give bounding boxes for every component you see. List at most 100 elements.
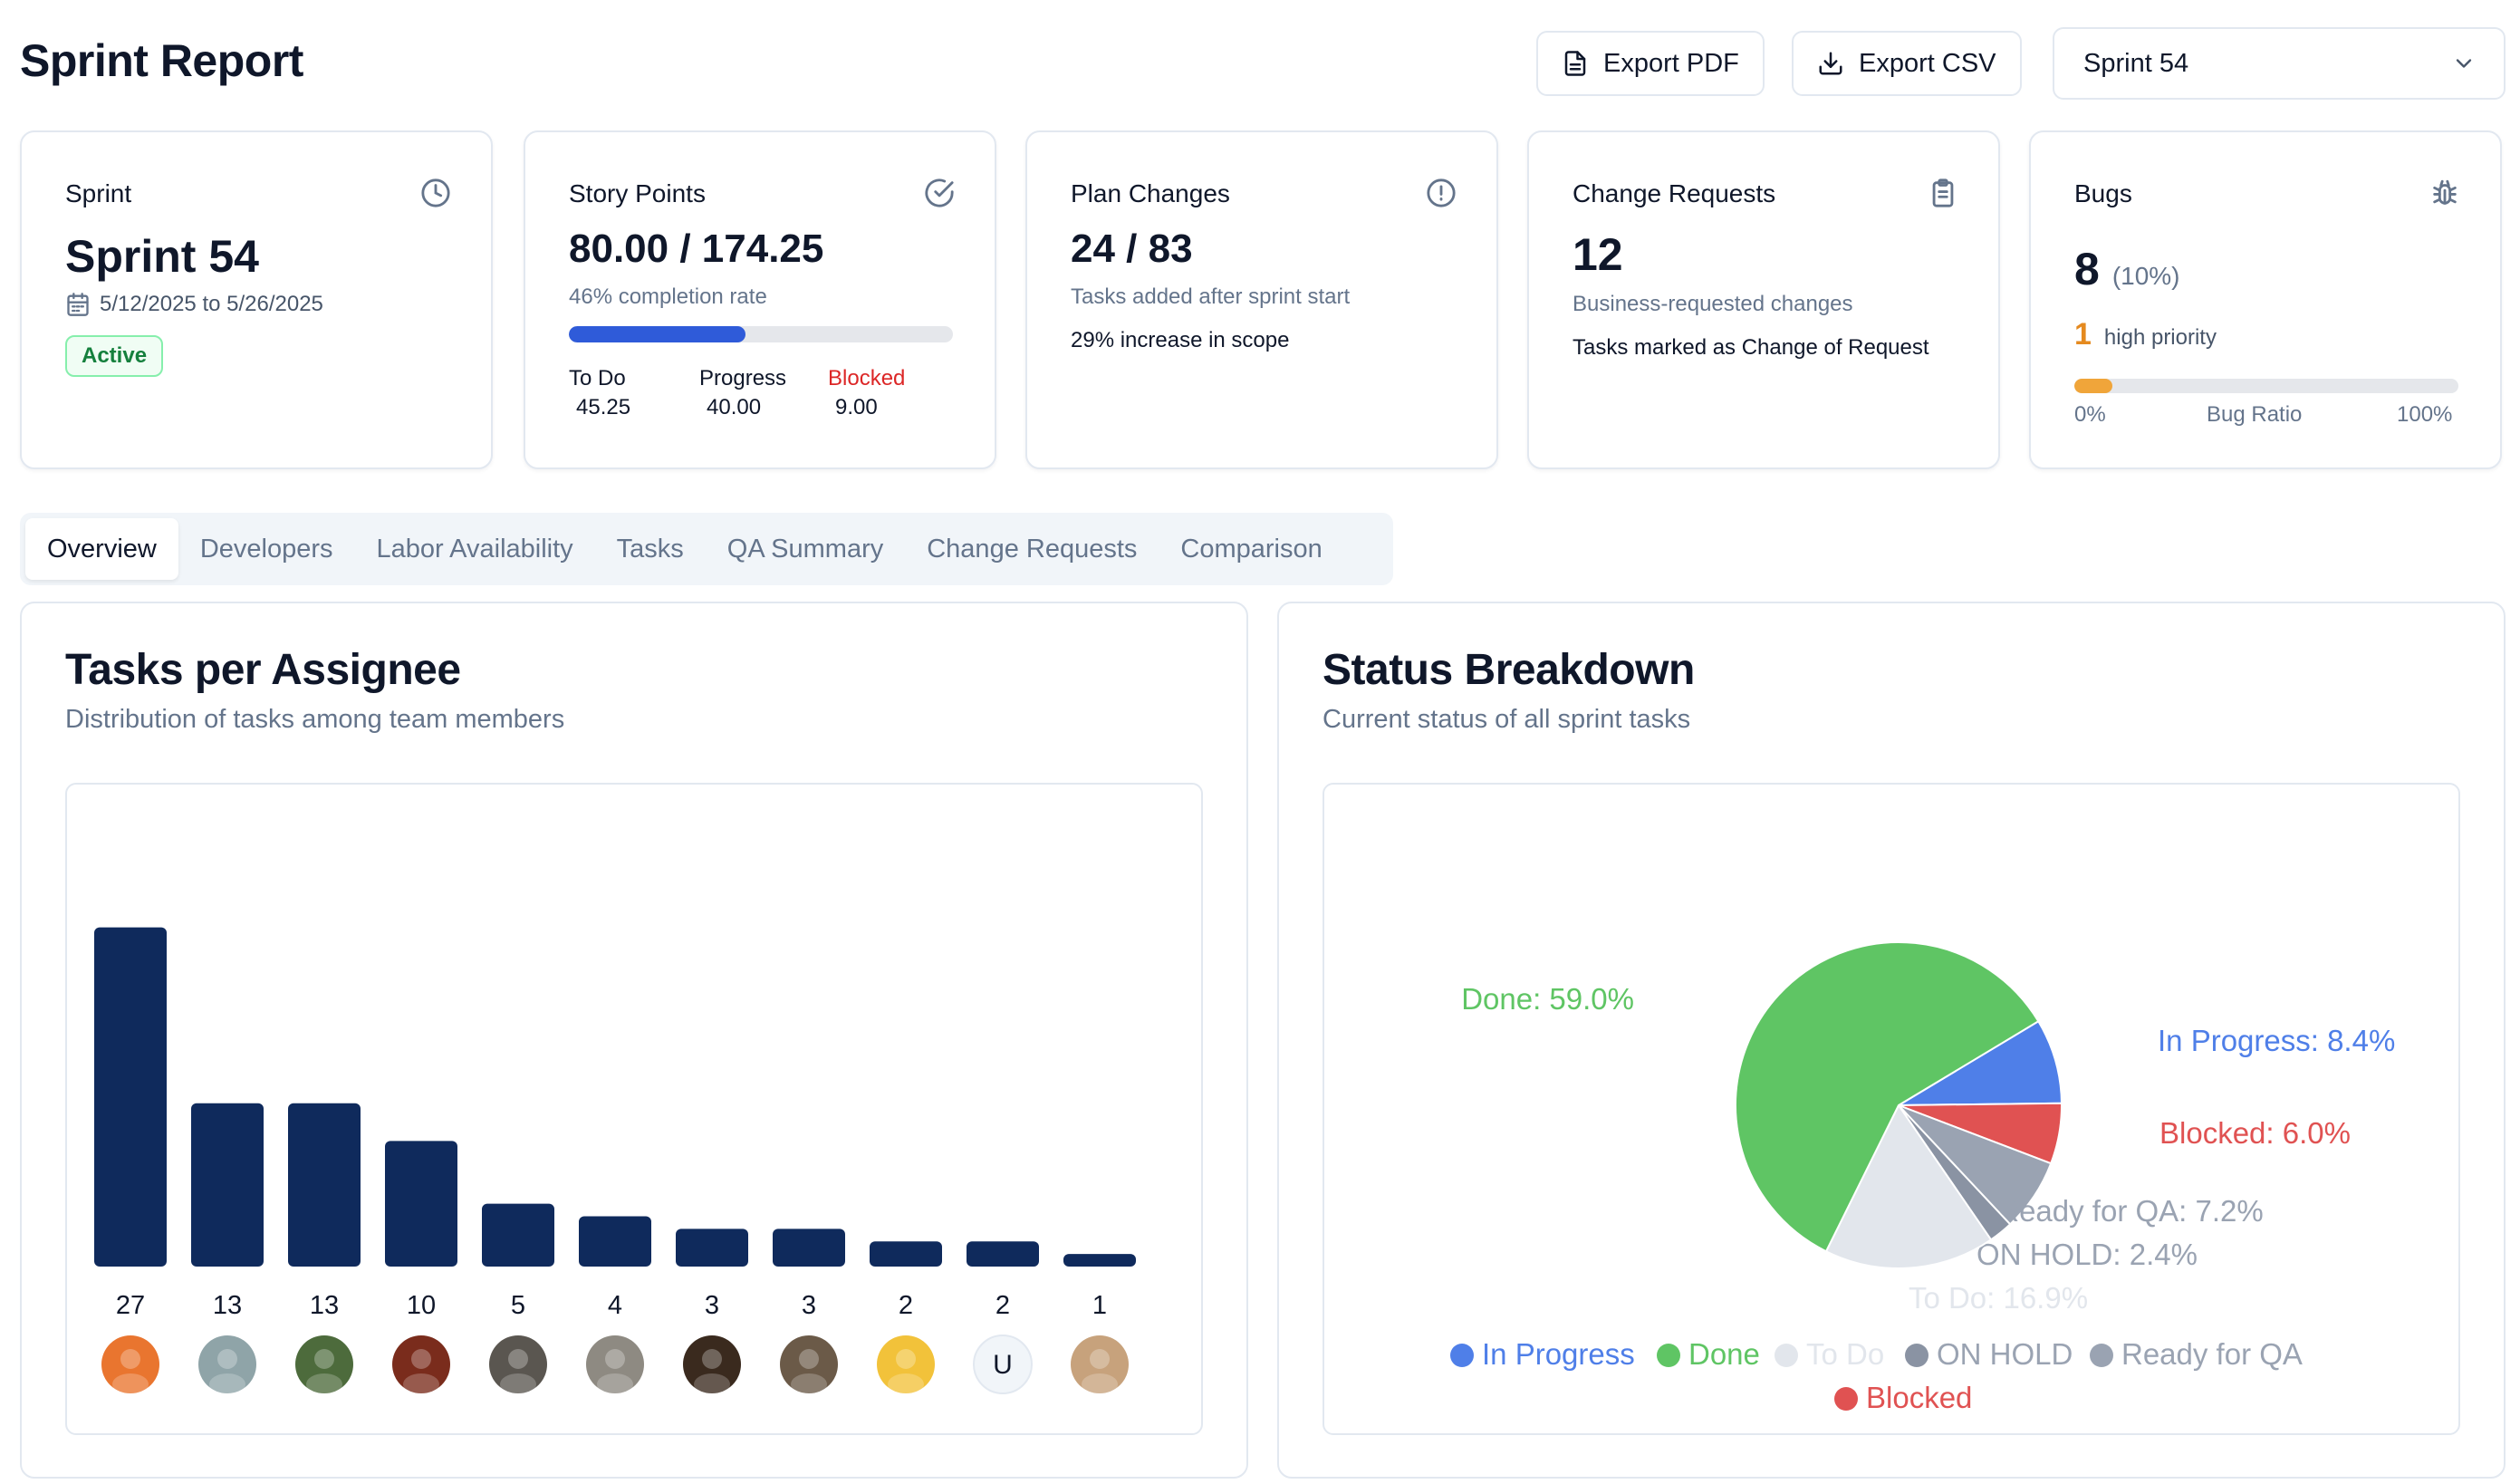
bar-5[interactable] (482, 1203, 554, 1267)
bug-icon (2433, 179, 2457, 205)
bar-value-label: 13 (213, 1291, 242, 1320)
assignee-avatar[interactable] (683, 1335, 741, 1393)
tab-developers[interactable]: Developers (199, 534, 333, 564)
blocked-label: Blocked (828, 366, 906, 390)
tasks-chart-frame: 27 13 13 10 5 4 3 3 2 2 U 1 (65, 783, 1203, 1435)
bar-2[interactable] (191, 1103, 264, 1267)
avatar-shoulders (403, 1373, 439, 1395)
page-title: Sprint Report (20, 35, 303, 86)
legend-swatch (2090, 1344, 2113, 1367)
clipboard-icon (1932, 178, 1954, 207)
assignee-avatar[interactable] (198, 1335, 256, 1393)
assignee-avatar[interactable] (392, 1335, 450, 1393)
bar-value-label: 2 (899, 1291, 913, 1320)
bug-ratio-bar (2074, 379, 2458, 393)
legend-item[interactable]: Ready for QA (2121, 1337, 2303, 1371)
bugs-card: Bugs 8 (10%) 1 high priority 0% Bug Rati… (2029, 130, 2502, 469)
bar-10[interactable] (967, 1241, 1039, 1267)
story-points-progress-fill (569, 326, 746, 342)
export-csv-button[interactable]: Export CSV (1792, 31, 2022, 96)
bar-8[interactable] (773, 1229, 845, 1267)
assignee-avatar[interactable] (101, 1335, 159, 1393)
story-points-value: 80.00 / 174.25 (569, 226, 824, 271)
avatar-shoulders (694, 1373, 730, 1395)
bug-ratio-max: 100% (2397, 402, 2453, 427)
avatar-shoulders (209, 1373, 245, 1395)
legend-item[interactable]: Done (1688, 1337, 1760, 1371)
export-pdf-label: Export PDF (1603, 48, 1739, 78)
assignee-avatar[interactable] (877, 1335, 935, 1393)
pie-label: Done: 59.0% (1461, 982, 1634, 1016)
tasks-per-assignee-panel: Tasks per Assignee Distribution of tasks… (20, 602, 1248, 1479)
status-panel-title: Status Breakdown (1323, 646, 1695, 694)
change-requests-card: Change Requests 12 Business-requested ch… (1527, 130, 2000, 469)
legend-swatch (1775, 1344, 1798, 1367)
avatar-face (314, 1349, 334, 1369)
pie-label: Ready for QA: 7.2% (1997, 1194, 2263, 1228)
legend-item[interactable]: In Progress (1482, 1337, 1635, 1371)
bugs-title: Bugs (2074, 179, 2132, 207)
bar-7[interactable] (676, 1229, 748, 1267)
bar-9[interactable] (870, 1241, 942, 1267)
tasks-panel-subtitle: Distribution of tasks among team members (65, 705, 565, 734)
pie-label: To Do: 16.9% (1909, 1281, 2088, 1315)
bar-3[interactable] (288, 1103, 361, 1267)
status-chart-frame: In Progress: 8.4% Blocked: 6.0% Ready for … (1323, 783, 2460, 1435)
avatar-shoulders (791, 1373, 827, 1395)
avatar-shoulders (112, 1373, 149, 1395)
pie-slice-done[interactable] (1735, 941, 2040, 1253)
status-badge: Active (65, 335, 164, 377)
assignee-avatar[interactable] (973, 1335, 1033, 1394)
avatar-face (702, 1349, 722, 1369)
export-pdf-button[interactable]: Export PDF (1536, 31, 1765, 96)
story-points-card: Story Points 80.00 / 174.25 46% completi… (524, 130, 996, 469)
legend-item[interactable]: Blocked (1866, 1381, 1972, 1414)
status-panel-subtitle: Current status of all sprint tasks (1323, 705, 1691, 734)
tab-qa-summary[interactable]: QA Summary (726, 534, 884, 564)
bar-6[interactable] (579, 1216, 651, 1267)
avatar-shoulders (1082, 1373, 1118, 1395)
tab-comparison[interactable]: Comparison (1180, 534, 1323, 564)
bar-value-label: 10 (407, 1291, 436, 1320)
avatar-face (217, 1349, 237, 1369)
tab-bar: Overview Developers Labor Availability T… (20, 513, 1393, 585)
bar-11[interactable] (1063, 1254, 1136, 1267)
sprint-date-range: 5/12/2025 to 5/26/2025 (100, 292, 323, 316)
story-points-progress (569, 326, 953, 342)
pie-label: Blocked: 6.0% (2159, 1116, 2351, 1150)
assignee-avatar[interactable] (489, 1335, 547, 1393)
sprint-card: Sprint Sprint 54 5/12/2025 to 5/26/2025 … (20, 130, 493, 469)
alert-circle-icon (1427, 178, 1456, 207)
bar-1[interactable] (94, 927, 167, 1267)
check-circle-icon (925, 178, 954, 207)
avatar-initial: U (993, 1350, 1013, 1380)
todo-value: 45.25 (576, 395, 631, 419)
tab-change-requests[interactable]: Change Requests (927, 534, 1138, 564)
change-requests-sub: Business-requested changes (1573, 292, 1853, 316)
legend-item[interactable]: To Do (1806, 1337, 1884, 1371)
pie-slice-in-progress[interactable] (1895, 1019, 2063, 1107)
bar-4[interactable] (385, 1141, 457, 1267)
legend-swatch (1450, 1344, 1474, 1367)
assignee-avatar[interactable] (295, 1335, 353, 1393)
avatar-face (120, 1349, 140, 1369)
pie-label: In Progress: 8.4% (2158, 1024, 2395, 1057)
todo-label: To Do (569, 366, 626, 390)
sprint-select[interactable]: Sprint 54 (2053, 27, 2506, 100)
assignee-avatar[interactable] (1071, 1335, 1129, 1393)
avatar-face (896, 1349, 916, 1369)
tab-tasks[interactable]: Tasks (616, 534, 684, 564)
legend-item[interactable]: ON HOLD (1937, 1337, 2073, 1371)
completion-rate: 46% completion rate (569, 284, 767, 309)
assignee-avatar[interactable] (780, 1335, 838, 1393)
progress-label: Progress (699, 366, 787, 390)
bug-ratio-label: Bug Ratio (2207, 402, 2303, 427)
assignee-avatar[interactable] (586, 1335, 644, 1393)
tab-overview[interactable]: Overview (25, 518, 178, 580)
high-priority-count: 1 (2074, 317, 2092, 352)
tab-labor-availability[interactable]: Labor Availability (376, 534, 573, 564)
avatar-face (1090, 1349, 1110, 1369)
pie-slice-to-do[interactable] (1824, 1103, 1993, 1269)
bugs-percent: (10%) (2111, 262, 2180, 290)
bar-value-label: 1 (1092, 1291, 1107, 1320)
